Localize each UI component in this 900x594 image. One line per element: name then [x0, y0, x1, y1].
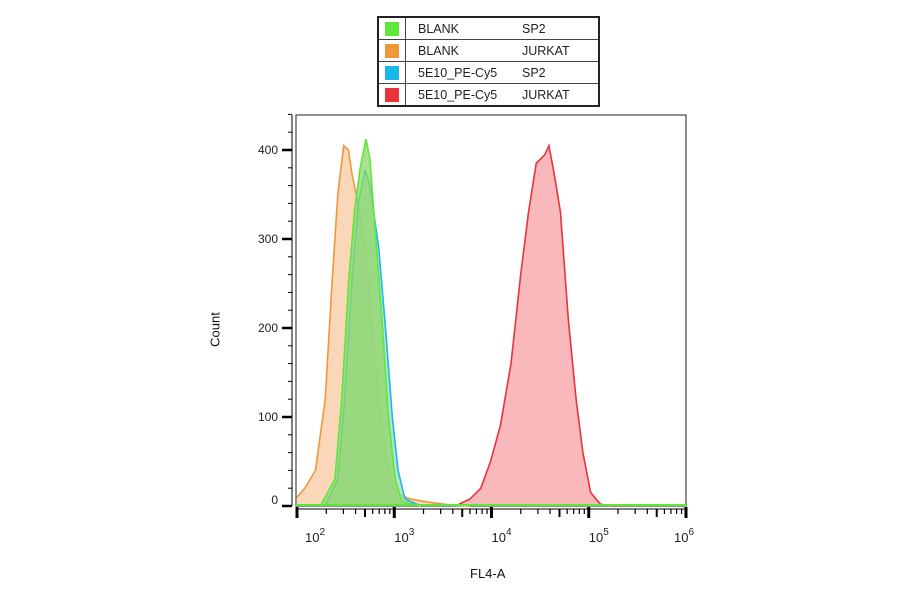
legend-sample: BLANK [405, 16, 516, 40]
y-tick-label: 300 [258, 232, 278, 246]
legend-entry: BLANK JURKAT [377, 39, 600, 62]
legend-sample: 5E10_PE-Cy5 [405, 61, 516, 84]
legend-swatch [377, 83, 406, 107]
legend-swatch [377, 39, 406, 62]
x-tick-label: 106 [674, 527, 694, 545]
y-tick-label: 400 [258, 143, 278, 157]
x-axis-label: FL4-A [470, 566, 506, 581]
y-tick-label: 100 [258, 410, 278, 424]
x-tick-label: 103 [394, 527, 414, 545]
legend-entry: 5E10_PE-Cy5 JURKAT [377, 83, 600, 107]
legend-cell-line: JURKAT [516, 39, 600, 62]
legend-sample: BLANK [405, 39, 516, 62]
legend-swatch [377, 61, 406, 84]
legend-entry: BLANK SP2 [377, 16, 600, 40]
legend-cell-line: JURKAT [516, 83, 600, 107]
series-fill-3 [455, 145, 612, 506]
x-tick-label: 105 [589, 527, 609, 545]
legend: BLANK SP2 BLANK JURKAT 5E10_PE-Cy5 SP2 5… [377, 16, 600, 107]
y-axis-label: Count [207, 312, 223, 347]
series-line-2 [319, 139, 421, 507]
y-tick-label: 0 [271, 493, 278, 507]
legend-cell-line: SP2 [516, 61, 600, 84]
legend-sample: 5E10_PE-Cy5 [405, 83, 516, 107]
y-tick-label: 200 [258, 321, 278, 335]
series-line-3 [455, 142, 612, 507]
legend-entry: 5E10_PE-Cy5 SP2 [377, 61, 600, 84]
legend-cell-line: SP2 [516, 16, 600, 40]
x-tick-label: 102 [305, 527, 325, 545]
legend-swatch [377, 16, 406, 40]
x-tick-label: 104 [492, 527, 512, 545]
series-fill-2 [320, 139, 421, 507]
